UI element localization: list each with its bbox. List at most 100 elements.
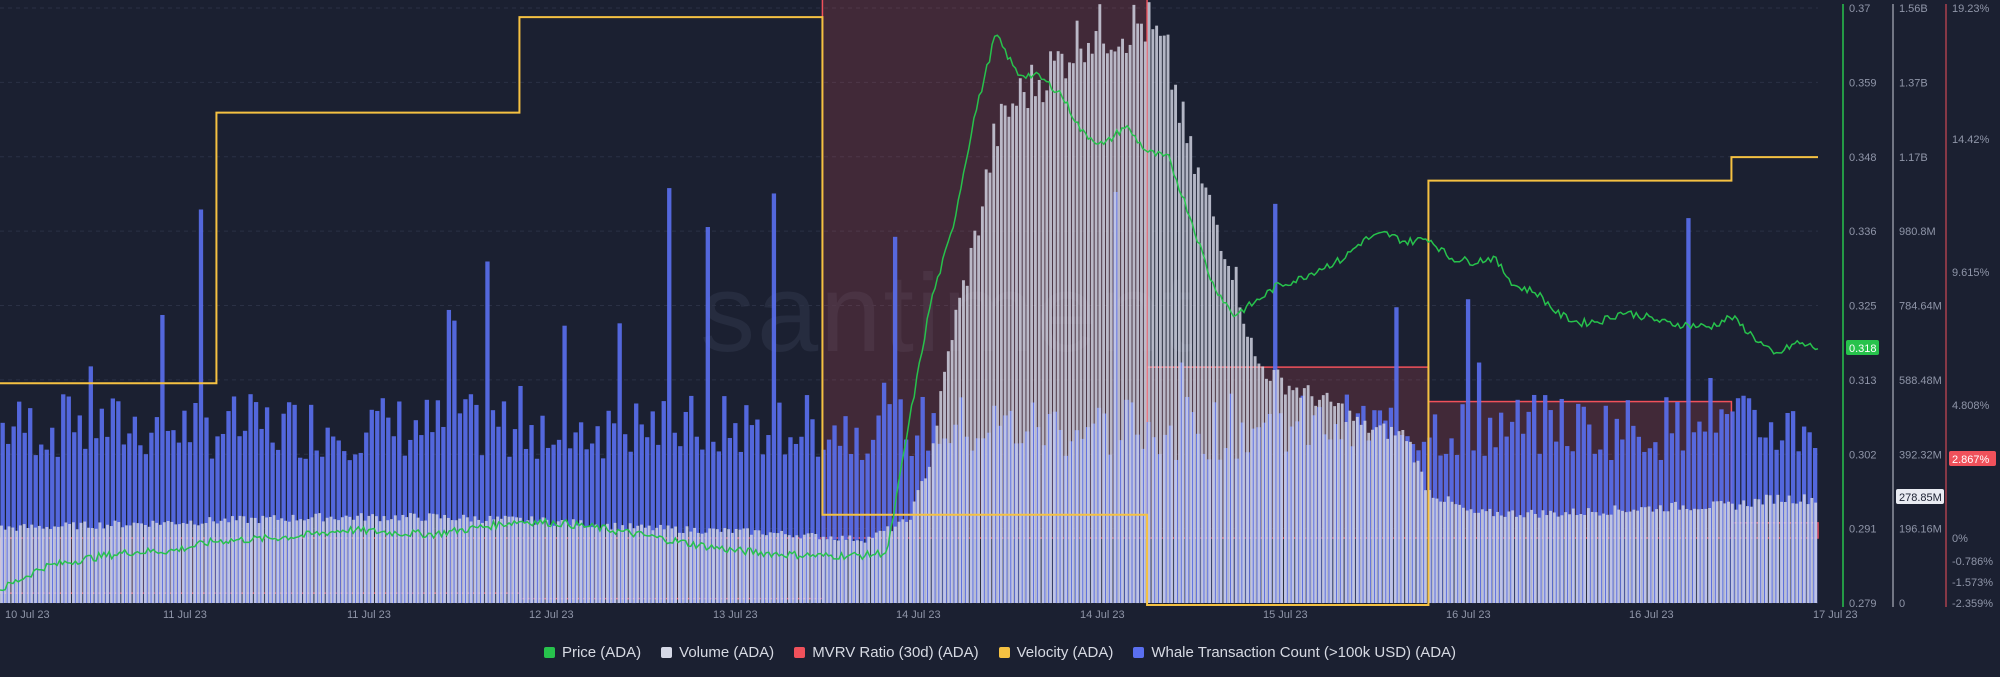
volume-bar	[246, 522, 250, 603]
volume-bar	[1499, 515, 1503, 603]
volume-bar	[848, 535, 852, 603]
volume-bar	[75, 529, 79, 603]
volume-bar	[609, 529, 613, 603]
volume-bar	[1674, 501, 1677, 603]
whale-bar	[1708, 377, 1713, 603]
legend-item[interactable]: Velocity (ADA)	[998, 644, 1113, 661]
volume-bar	[265, 517, 269, 603]
volume-bar	[200, 523, 204, 603]
volume-bar	[776, 533, 780, 603]
legend-item[interactable]: MVRV Ratio (30d) (ADA)	[794, 644, 979, 661]
volume-bar	[1545, 515, 1549, 603]
volume-bar	[1041, 102, 1045, 603]
mvrv-tick-label: -1.573%	[1952, 577, 1993, 589]
whale-bar	[490, 410, 496, 603]
price-tick-label: 0.336	[1849, 226, 1877, 238]
mvrv-current-badge-bg	[1949, 450, 1996, 466]
whale-bar	[424, 399, 430, 603]
volume-bar	[583, 527, 587, 603]
volume-bar	[897, 521, 901, 603]
volume-bar	[1102, 43, 1106, 604]
volume-bar	[405, 517, 409, 603]
volume-bar	[1639, 507, 1643, 603]
volume-bar	[1318, 399, 1321, 603]
volume-bar	[999, 103, 1003, 603]
volume-bar	[1783, 501, 1787, 603]
legend-item[interactable]: Whale Transaction Count (>100k USD) (ADA…	[1133, 644, 1456, 661]
volume-bar	[280, 518, 284, 603]
volume-bar	[806, 533, 810, 603]
x-tick-label: 14 Jul 23	[896, 609, 941, 621]
volume-bar	[1795, 503, 1799, 603]
volume-bar	[784, 534, 787, 603]
legend-swatch	[1133, 646, 1145, 658]
whale-bar	[1576, 403, 1581, 603]
whale-bar	[876, 415, 881, 603]
volume-bar	[41, 528, 45, 603]
whale-bar	[518, 385, 523, 603]
whale-bar	[154, 417, 160, 603]
volume-bar	[352, 519, 356, 603]
volume-bar	[454, 520, 458, 603]
volume-bar	[1064, 78, 1068, 603]
volume-tick-label: 0	[1899, 598, 1905, 610]
volume-bar	[511, 516, 515, 603]
whale-bar	[165, 430, 171, 603]
whale-bar	[617, 323, 622, 603]
volume-bar	[689, 531, 693, 603]
whale-bar	[881, 382, 887, 603]
whale-bar	[1504, 436, 1509, 603]
mvrv-tick-label: -2.359%	[1952, 598, 1993, 610]
volume-bar	[136, 523, 140, 603]
whale-bar	[72, 432, 77, 603]
volume-bar	[515, 517, 518, 603]
whale-bar	[887, 404, 892, 603]
volume-bar	[481, 522, 484, 603]
whale-bar	[859, 459, 865, 603]
whale-bar	[22, 432, 27, 603]
volume-bar	[912, 501, 916, 603]
whale-bar	[711, 441, 716, 603]
volume-bar	[1299, 397, 1302, 603]
whale-bar	[496, 426, 501, 603]
volume-bar	[378, 521, 382, 603]
volume-tick-label: 980.8M	[1899, 226, 1936, 238]
volume-bar	[1761, 504, 1765, 603]
volume-bar	[329, 516, 333, 603]
whale-bar	[766, 435, 771, 603]
volume-bar	[227, 522, 231, 603]
volume-bar	[655, 527, 659, 603]
legend-item[interactable]: Price (ADA)	[543, 643, 642, 661]
volume-tick-label: 1.37B	[1899, 77, 1928, 89]
volume-bar	[859, 541, 863, 603]
whale-bar	[843, 416, 848, 603]
whale-bar	[286, 402, 292, 603]
volume-bar	[518, 517, 522, 603]
volume-bar	[1045, 90, 1049, 603]
volume-bar	[1090, 53, 1094, 604]
volume-bar	[659, 524, 662, 603]
volume-bar	[939, 391, 943, 603]
volume-bar	[1787, 495, 1791, 603]
legend-item[interactable]: Volume (ADA)	[661, 644, 774, 661]
whale-bar	[485, 261, 490, 603]
volume-bar	[901, 519, 905, 603]
volume-bar	[571, 519, 575, 603]
volume-bar	[893, 526, 897, 603]
volume-bar	[1170, 89, 1174, 603]
volume-bar	[1177, 122, 1181, 604]
whale-bar	[788, 437, 793, 603]
legend-label: Price (ADA)	[561, 643, 642, 661]
volume-bar	[1461, 507, 1465, 603]
price-line	[0, 34, 1819, 592]
volume-bar	[1094, 31, 1098, 603]
whale-bar	[1724, 414, 1730, 603]
whale-bar	[722, 396, 727, 603]
volume-bar	[113, 520, 117, 603]
whale-bar	[1735, 398, 1741, 603]
volume-bar	[1511, 510, 1515, 603]
volume-bar	[1590, 511, 1594, 603]
volume-bar	[617, 529, 621, 603]
volume-bar	[0, 525, 3, 603]
